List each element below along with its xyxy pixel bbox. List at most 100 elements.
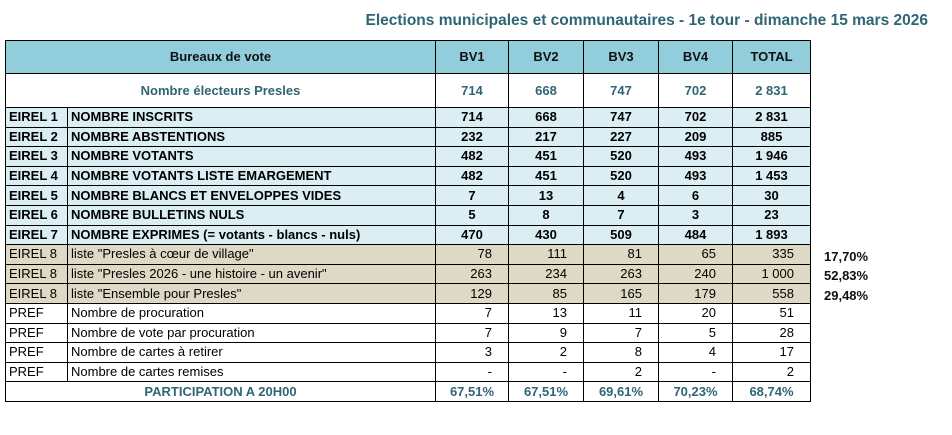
list-percentage: 29,48% <box>824 287 869 303</box>
row-bv1: 3 <box>435 342 509 363</box>
header-bv2: BV2 <box>508 40 584 74</box>
table-row: EIREL 8 liste "Presles à cœur de village"… <box>5 244 811 265</box>
row-bv3: 7 <box>583 322 659 344</box>
row-bv2: 111 <box>508 244 584 265</box>
row-bv3: 8 <box>583 342 659 363</box>
row-label: Nombre de cartes remises <box>67 361 436 383</box>
table-row: EIREL 3 NOMBRE VOTANTS 482 451 520 493 1 946 <box>5 146 811 167</box>
table-row: EIREL 5 NOMBRE BLANCS ET ENVELOPPES VIDES… <box>5 185 811 206</box>
row-bv2: 451 <box>508 165 584 187</box>
participation-row: PARTICIPATION A 20H00 67,51% 67,51% 69,61% 7… <box>5 381 811 402</box>
row-total: 30 <box>732 185 811 206</box>
row-code: EIREL 4 <box>5 165 68 187</box>
row-bv3: 11 <box>583 302 659 324</box>
participation-label: PARTICIPATION A 20H00 <box>5 381 436 402</box>
row-label: NOMBRE BULLETINS NULS <box>67 204 436 226</box>
row-bv4: 6 <box>658 185 733 206</box>
row-bv1: 482 <box>435 165 509 187</box>
row-bv3: 81 <box>583 244 659 265</box>
row-bv4: 484 <box>658 224 733 246</box>
row-total: 335 <box>732 244 811 265</box>
row-bv4: 4 <box>658 342 733 363</box>
electeurs-total: 2 831 <box>732 73 811 108</box>
row-label: NOMBRE INSCRITS <box>67 107 436 128</box>
row-bv1: 714 <box>435 107 509 128</box>
row-bv1: 263 <box>435 263 509 285</box>
table-row: EIREL 1 NOMBRE INSCRITS 714 668 747 702 2 831 <box>5 107 811 128</box>
row-bv1: 7 <box>435 302 509 324</box>
list-percentage: 52,83% <box>824 268 869 284</box>
row-bv1: 7 <box>435 322 509 344</box>
row-bv3: 227 <box>583 126 659 148</box>
table-row: EIREL 8 liste "Presles 2026 - une histoir… <box>5 263 811 285</box>
row-bv4: 3 <box>658 204 733 226</box>
row-bv4: - <box>658 361 733 383</box>
row-total: 558 <box>732 283 811 304</box>
table-row: EIREL 7 NOMBRE EXPRIMES (= votants - blan… <box>5 224 811 246</box>
row-label: Nombre de vote par procuration <box>67 322 436 344</box>
row-bv1: 5 <box>435 204 509 226</box>
row-bv1: 129 <box>435 283 509 304</box>
header-total: TOTAL <box>732 40 811 74</box>
row-total: 17 <box>732 342 811 363</box>
table-row: EIREL 8 liste "Ensemble pour Presles" 129 8… <box>5 283 811 304</box>
row-bv3: 509 <box>583 224 659 246</box>
row-bv4: 20 <box>658 302 733 324</box>
row-label: NOMBRE EXPRIMES (= votants - blancs - nu… <box>67 224 436 246</box>
row-bv4: 493 <box>658 146 733 167</box>
row-code: EIREL 8 <box>5 283 68 304</box>
row-label: liste "Presles 2026 - une histoire - un … <box>67 263 436 285</box>
header-row: Bureaux de vote BV1 BV2 BV3 BV4 TOTAL <box>5 40 811 74</box>
row-total: 1 893 <box>732 224 811 246</box>
header-label: Bureaux de vote <box>5 40 436 74</box>
row-bv2: 217 <box>508 126 584 148</box>
row-code: EIREL 7 <box>5 224 68 246</box>
table-row: PREF Nombre de procuration 7 13 11 20 51 <box>5 302 811 324</box>
row-bv4: 493 <box>658 165 733 187</box>
row-bv4: 5 <box>658 322 733 344</box>
row-bv2: 13 <box>508 302 584 324</box>
table-row: PREF Nombre de cartes à retirer 3 2 8 4 17 <box>5 342 811 363</box>
row-total: 885 <box>732 126 811 148</box>
participation-total: 68,74% <box>732 381 811 402</box>
row-bv4: 240 <box>658 263 733 285</box>
participation-bv2: 67,51% <box>508 381 584 402</box>
results-table: Bureaux de vote BV1 BV2 BV3 BV4 TOTAL No… <box>5 40 811 402</box>
participation-bv4: 70,23% <box>658 381 733 402</box>
table-row: PREF Nombre de vote par procuration 7 9 7 5 28 <box>5 322 811 344</box>
row-code: EIREL 6 <box>5 204 68 226</box>
row-code: PREF <box>5 342 68 363</box>
row-bv3: 520 <box>583 146 659 167</box>
header-bv1: BV1 <box>435 40 509 74</box>
row-bv2: 668 <box>508 107 584 128</box>
row-label: liste "Ensemble pour Presles" <box>67 283 436 304</box>
row-total: 51 <box>732 302 811 324</box>
row-label: NOMBRE BLANCS ET ENVELOPPES VIDES <box>67 185 436 206</box>
electeurs-label: Nombre électeurs Presles <box>5 73 436 108</box>
row-bv3: 7 <box>583 204 659 226</box>
row-bv2: 234 <box>508 263 584 285</box>
row-code: PREF <box>5 302 68 324</box>
row-bv1: - <box>435 361 509 383</box>
row-bv3: 263 <box>583 263 659 285</box>
electeurs-row: Nombre électeurs Presles 714 668 747 702… <box>5 73 811 108</box>
page-title: Elections municipales et communautaires … <box>365 12 928 29</box>
row-code: EIREL 8 <box>5 244 68 265</box>
row-total: 2 <box>732 361 811 383</box>
row-code: EIREL 8 <box>5 263 68 285</box>
row-bv2: - <box>508 361 584 383</box>
row-bv2: 8 <box>508 204 584 226</box>
row-bv2: 451 <box>508 146 584 167</box>
row-bv1: 232 <box>435 126 509 148</box>
list-percentage: 17,70% <box>824 248 869 264</box>
row-bv4: 209 <box>658 126 733 148</box>
row-code: PREF <box>5 322 68 344</box>
row-bv3: 520 <box>583 165 659 187</box>
row-bv2: 9 <box>508 322 584 344</box>
header-bv3: BV3 <box>583 40 659 74</box>
table-row: EIREL 4 NOMBRE VOTANTS LISTE EMARGEMENT 48… <box>5 165 811 187</box>
electeurs-bv1: 714 <box>435 73 509 108</box>
table-row: EIREL 6 NOMBRE BULLETINS NULS 5 8 7 3 23 <box>5 204 811 226</box>
row-total: 1 000 <box>732 263 811 285</box>
row-bv2: 85 <box>508 283 584 304</box>
